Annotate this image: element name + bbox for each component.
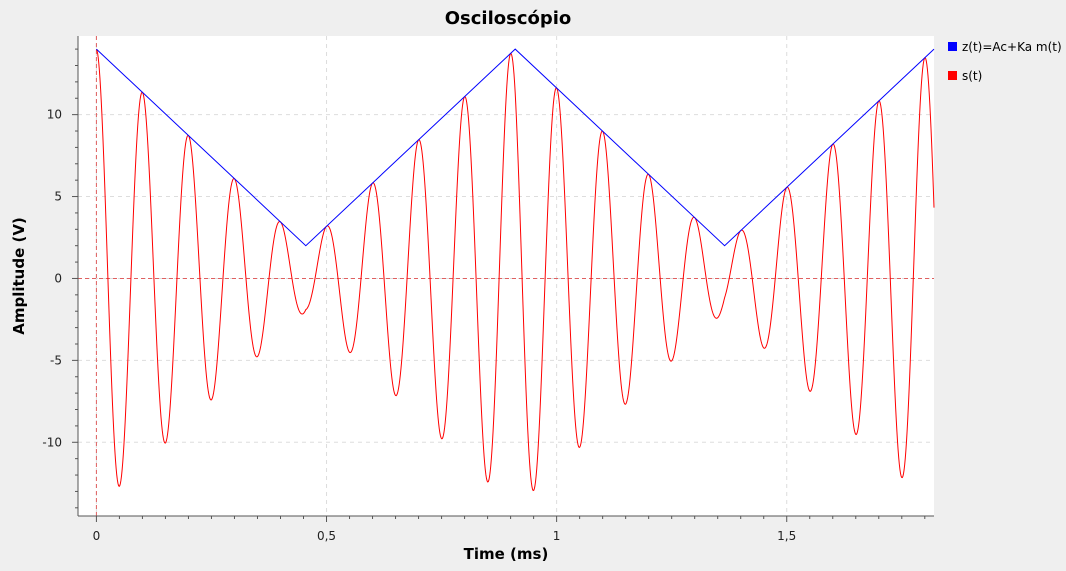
y-tick-label: 0: [54, 271, 62, 285]
x-tick-label: 1,5: [777, 529, 796, 543]
legend: z(t)=Ac+Ka m(t) s(t): [948, 40, 1062, 83]
y-tick-label: 10: [47, 108, 62, 122]
y-axis-label: Amplitude (V): [10, 217, 28, 335]
y-tick-label: 5: [54, 190, 62, 204]
y-axis-ticks: -10 -5 0 5 10: [42, 48, 78, 509]
x-axis-ticks: 0 0,5 1 1,5: [93, 516, 926, 543]
chart-title: Osciloscópio: [445, 8, 572, 29]
x-tick-label: 1: [553, 529, 561, 543]
legend-label-s: s(t): [962, 69, 982, 83]
x-tick-label: 0: [93, 529, 101, 543]
legend-swatch-s: [948, 71, 957, 80]
legend-label-z: z(t)=Ac+Ka m(t): [962, 40, 1062, 54]
legend-swatch-z: [948, 42, 957, 51]
plot-area[interactable]: [78, 36, 934, 516]
series-layer: [95, 48, 935, 492]
reference-lines: [78, 36, 934, 516]
x-tick-label: 0,5: [317, 529, 336, 543]
series-line-s: [95, 48, 935, 492]
y-tick-label: -10: [42, 435, 62, 449]
x-axis-label: Time (ms): [464, 545, 549, 563]
y-tick-label: -5: [50, 353, 62, 367]
series-line-z: [96, 48, 935, 247]
